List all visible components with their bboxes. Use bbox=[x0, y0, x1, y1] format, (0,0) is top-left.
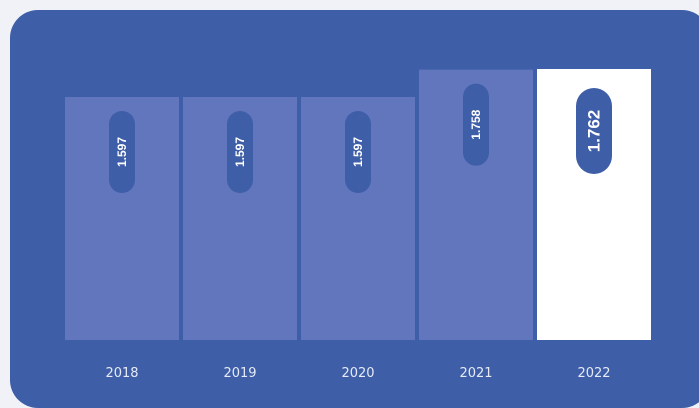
value-pill-2020 bbox=[345, 111, 371, 193]
value-label-2022: 1.762 bbox=[585, 110, 604, 153]
x-axis-ticks: 2018 2019 2020 2021 2022 bbox=[105, 366, 610, 381]
value-pill-2019 bbox=[227, 111, 253, 193]
x-tick-2022: 2022 bbox=[577, 366, 610, 381]
value-label-2020: 1.597 bbox=[351, 137, 365, 167]
value-pill-2021 bbox=[463, 83, 489, 166]
bars-group: 1.597 1.597 1.597 1.758 1.762 bbox=[65, 69, 651, 341]
value-pill-2018 bbox=[109, 111, 135, 193]
value-label-2019: 1.597 bbox=[233, 137, 247, 167]
x-tick-2018: 2018 bbox=[105, 366, 138, 381]
x-tick-2021: 2021 bbox=[459, 366, 492, 381]
value-pill-2022 bbox=[576, 88, 612, 174]
value-label-2021: 1.758 bbox=[469, 109, 483, 139]
x-tick-2019: 2019 bbox=[223, 366, 256, 381]
x-tick-2020: 2020 bbox=[341, 366, 374, 381]
value-label-2018: 1.597 bbox=[115, 137, 129, 167]
